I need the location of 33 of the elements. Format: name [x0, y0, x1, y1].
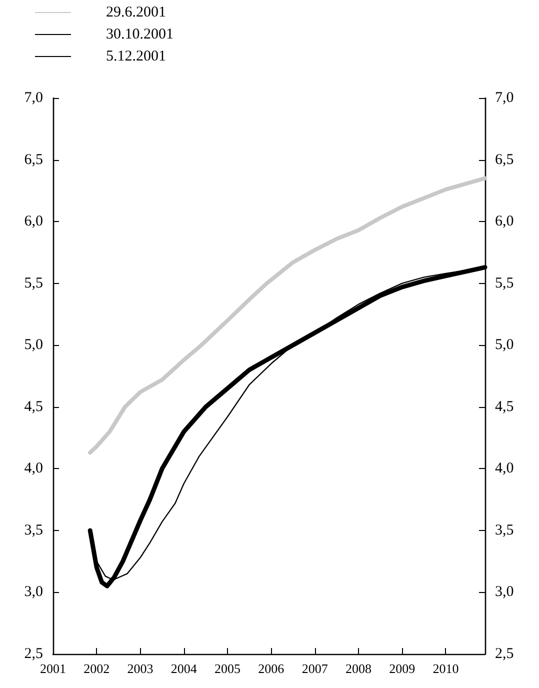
- y2-tick-label: 6,0: [495, 214, 514, 230]
- y2-tick-label: 7,0: [495, 90, 514, 106]
- y2-tick-label: 4,0: [495, 460, 514, 477]
- legend-label: 5.12.2001: [106, 48, 166, 64]
- y-tick-label: 5,5: [24, 275, 43, 292]
- x-tick-label: 2007: [302, 661, 328, 676]
- legend-label: 30.10.2001: [106, 26, 174, 42]
- x-tick-label: 2009: [389, 661, 416, 676]
- y2-tick-label: 3,5: [495, 522, 514, 538]
- y-tick-label: 3,5: [24, 522, 43, 538]
- y-tick-label: 4,0: [24, 460, 43, 477]
- y2-tick-label: 5,0: [495, 337, 514, 354]
- y2-tick-label: 3,0: [495, 584, 514, 600]
- x-tick-label: 2008: [345, 661, 372, 676]
- x-tick-label: 2004: [170, 661, 198, 676]
- y-tick-label: 7,0: [24, 90, 43, 106]
- x-tick-label: 2006: [258, 661, 285, 676]
- y-tick-label: 4,5: [24, 398, 43, 415]
- y2-tick-label: 6,5: [495, 152, 514, 168]
- x-tick-label: 2001: [40, 661, 66, 676]
- y-tick-label: 2,5: [24, 646, 43, 662]
- y-tick-label: 5,0: [24, 337, 43, 354]
- legend-label: 29.6.2001: [106, 4, 166, 20]
- y-tick-label: 6,0: [24, 214, 43, 230]
- x-tick-label: 2003: [127, 661, 154, 676]
- y2-tick-label: 2,5: [495, 646, 514, 662]
- y-tick-label: 3,0: [24, 584, 43, 600]
- y2-tick-label: 5,5: [495, 275, 514, 292]
- x-tick-label: 2002: [84, 661, 110, 676]
- y2-tick-label: 4,5: [495, 398, 514, 415]
- x-tick-label: 2005: [214, 661, 241, 676]
- x-tick-label: 2010: [432, 661, 459, 676]
- y-tick-label: 6,5: [24, 152, 43, 168]
